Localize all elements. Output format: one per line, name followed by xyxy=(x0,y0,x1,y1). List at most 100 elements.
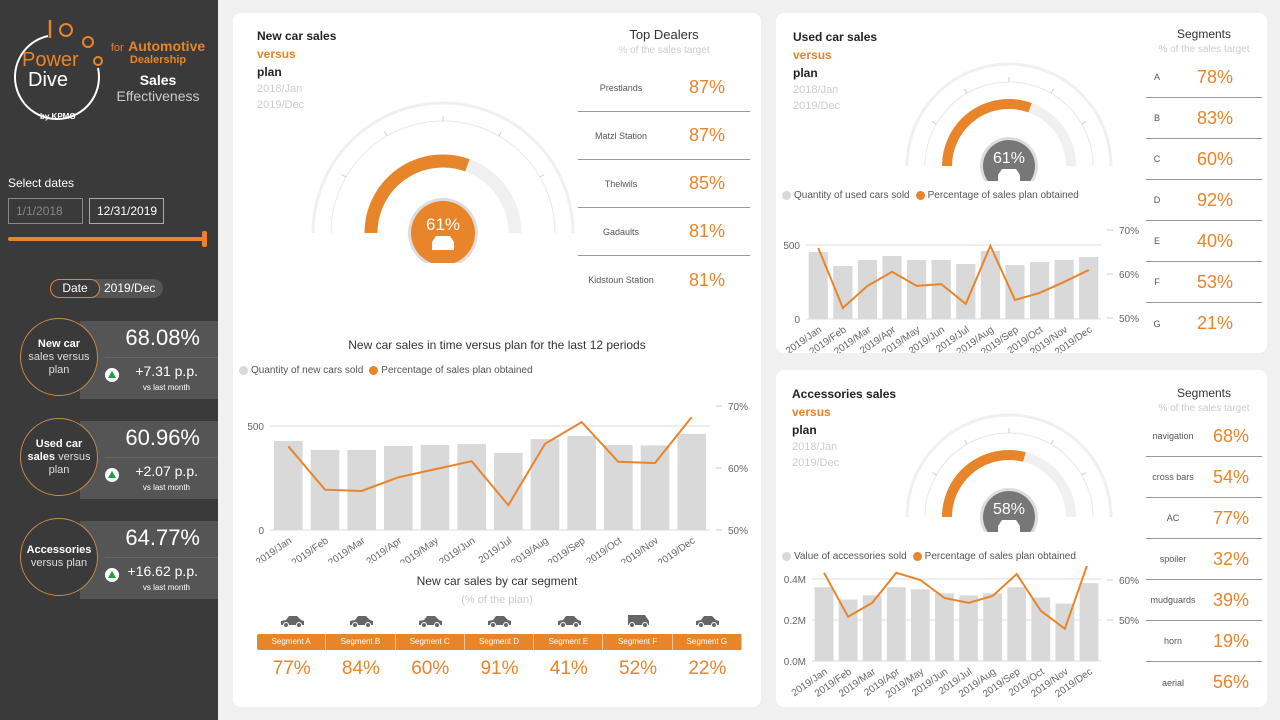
x-tick: 2019/Sep xyxy=(546,535,588,563)
gauge-fill xyxy=(942,99,1032,167)
sidebar: Power Dive by KPMG for Automotive Dealer… xyxy=(0,0,218,720)
kpi-title-rest: sales versus plan xyxy=(28,350,90,376)
row-name: A xyxy=(1153,72,1160,82)
tagline-for: for xyxy=(110,42,124,54)
divider xyxy=(105,457,218,458)
legend-bars-label: Quantity of used cars sold xyxy=(794,190,910,201)
trend-up-icon xyxy=(105,468,119,482)
bar xyxy=(1054,259,1074,319)
segment-value: 41% xyxy=(549,658,588,679)
gauge-center xyxy=(983,140,1035,181)
date-filter-value[interactable]: 2019/Dec xyxy=(104,281,156,295)
segments-title: Segments xyxy=(1176,386,1232,400)
x-tick: 2019/Jan xyxy=(254,535,294,563)
gauge-value: 58% xyxy=(993,501,1025,518)
segment-values: 77% 84% 60% 91% 41% 52% 22% xyxy=(257,658,742,680)
row-name: AC xyxy=(1166,513,1180,523)
segment-label: Segment B xyxy=(326,634,396,650)
row-name: C xyxy=(1153,154,1161,164)
car-person-icon xyxy=(998,169,1020,181)
car-segment-icon xyxy=(257,612,326,633)
gauge-outer-ring xyxy=(905,62,1113,167)
y-left-tick: 0.2M xyxy=(784,616,806,627)
date-to-input[interactable]: 12/31/2019 xyxy=(89,198,164,224)
gauge-value: 61% xyxy=(426,215,460,234)
period-start: 2018/Jan xyxy=(793,84,839,96)
car-icon xyxy=(280,616,304,628)
bar xyxy=(1029,262,1050,319)
period-start: 2018/Jan xyxy=(257,83,303,95)
car-icon xyxy=(628,615,650,628)
segment-label: Segment C xyxy=(396,634,465,650)
y-left-tick: 500 xyxy=(783,241,800,252)
segment-label: Segment G xyxy=(673,634,742,650)
row-percent: 81% xyxy=(688,221,726,241)
segments-subtitle: (% of the plan) xyxy=(461,594,533,606)
row-percent: 53% xyxy=(1196,271,1234,292)
trend-up-icon xyxy=(105,368,119,382)
gauge-tick-ring xyxy=(924,432,1094,518)
top-dealers-table: Top Dealers % of the sales target Prestl… xyxy=(578,27,750,304)
new-car-gauge: 61% xyxy=(311,101,575,263)
x-tick: 2019/Oct xyxy=(584,535,624,563)
legend-line-label: Percentage of sales plan obtained xyxy=(924,551,1076,562)
row-percent: 39% xyxy=(1212,589,1250,610)
table-row: D 92% xyxy=(1146,180,1262,221)
kpi-title-rest: versus plan xyxy=(48,450,91,476)
bar xyxy=(862,595,882,661)
card-versus: versus xyxy=(793,48,832,62)
kpi-new-car: New car sales versus plan 68.08% +7.31 p.… xyxy=(0,318,218,401)
row-name: Kidstoun Station xyxy=(588,275,654,285)
accessories-gauge: 58% xyxy=(905,413,1113,532)
period-end: 2019/Dec xyxy=(793,100,841,112)
car-icon xyxy=(488,616,512,628)
bar xyxy=(640,445,670,530)
bar xyxy=(274,440,303,530)
row-name: Prestlands xyxy=(599,82,643,93)
gauge-tick xyxy=(1050,88,1054,94)
bar xyxy=(457,444,486,530)
x-tick: 2019/Dec xyxy=(656,535,697,563)
bar xyxy=(935,593,954,661)
table-row: Kidstoun Station 81% xyxy=(578,256,750,304)
used-car-chart: 050050%60%70%2019/Jan2019/Feb2019/Mar201… xyxy=(783,226,1139,353)
gauge-outer-ring xyxy=(311,101,575,234)
bar xyxy=(882,255,902,319)
segment-label: Segment F xyxy=(603,634,673,650)
bar xyxy=(1005,264,1025,319)
date-range-slider[interactable] xyxy=(8,231,207,247)
row-name: B xyxy=(1153,113,1160,123)
table-row: B 83% xyxy=(1146,98,1262,139)
row-percent: 60% xyxy=(1196,148,1234,169)
segment-band: Segment A Segment B Segment C Segment D Segm… xyxy=(257,634,742,650)
acc-chart-legend: Value of accessories sold Percentage of … xyxy=(782,551,1076,562)
y-right-tick: 60% xyxy=(728,464,748,475)
row-percent: 87% xyxy=(688,125,726,145)
gauge-tick xyxy=(931,121,937,125)
gauge-tick xyxy=(931,472,937,476)
date-from-input[interactable]: 1/1/2018 xyxy=(8,198,83,224)
bar xyxy=(494,453,523,530)
gauge-outer-ring xyxy=(905,413,1113,518)
bar xyxy=(983,593,1003,661)
car-icon xyxy=(349,616,373,628)
row-name: F xyxy=(1154,277,1160,287)
used-car-header: Used car sales versus plan 2018/Jan 2019/… xyxy=(793,30,877,114)
logo-by: by KPMG xyxy=(40,112,76,121)
new-car-chart: 050050%60%70%2019/Jan2019/Feb2019/Mar201… xyxy=(247,402,748,563)
slider-handle[interactable] xyxy=(202,231,207,247)
segment-label: Segment E xyxy=(534,634,604,650)
row-name: spoiler xyxy=(1159,554,1187,564)
table-row: horn 19% xyxy=(1146,621,1262,662)
gauge-center xyxy=(411,201,475,263)
gauge-tick xyxy=(341,174,347,178)
gauge-tick xyxy=(1081,472,1087,476)
segments-title: New car sales by car segment xyxy=(416,574,578,588)
gauge-tick xyxy=(1081,121,1087,125)
gauge-tick-ring xyxy=(924,81,1094,167)
gauge-fill xyxy=(942,450,1026,518)
bar xyxy=(910,589,930,661)
kpi-delta-note: vs last month xyxy=(142,483,190,492)
legend-line-dot xyxy=(915,191,925,200)
date-filter[interactable]: Date 2019/Dec xyxy=(50,279,163,298)
